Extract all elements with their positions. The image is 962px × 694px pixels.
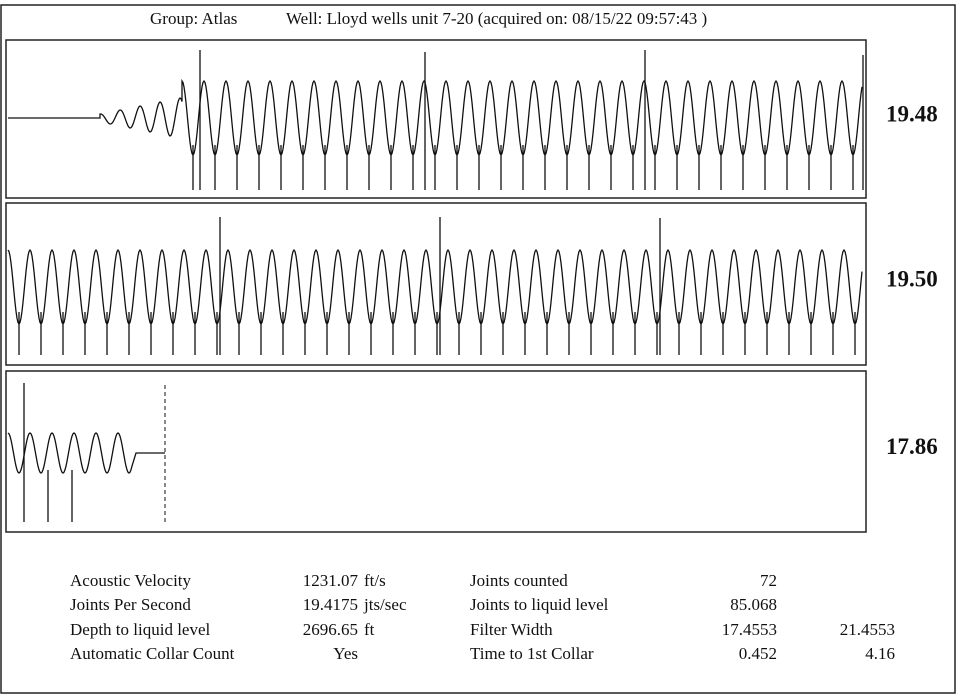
waveform	[8, 78, 863, 157]
row-value-2: 4.16	[865, 644, 895, 663]
row-value-2: 21.4553	[840, 620, 895, 639]
row-label: Joints to liquid level	[470, 595, 609, 614]
row-value: 85.068	[730, 595, 777, 614]
panel-value: 17.86	[886, 434, 938, 459]
row-label: Time to 1st Collar	[470, 644, 594, 663]
row-value: 17.4553	[722, 620, 777, 639]
waveform	[7, 248, 863, 326]
row-value: 72	[760, 571, 777, 590]
well: Well: Lloyd wells unit 7-20 (acquired on…	[286, 9, 707, 28]
group: Group: Atlas	[150, 9, 237, 28]
collar-lines	[192, 50, 864, 190]
row-value: 19.4175	[303, 595, 358, 614]
panel-value: 19.50	[886, 266, 938, 291]
panel-frame	[5, 39, 867, 199]
row-label: Acoustic Velocity	[70, 571, 192, 590]
row-unit: ft	[364, 620, 375, 639]
waveform	[7, 432, 165, 474]
collar-lines	[23, 383, 73, 522]
row-label: Joints Per Second	[70, 595, 191, 614]
row-value: 1231.07	[303, 571, 359, 590]
row-label: Filter Width	[470, 620, 553, 639]
row-value: Yes	[333, 644, 358, 663]
row-value: 0.452	[739, 644, 777, 663]
row-label: Automatic Collar Count	[70, 644, 235, 663]
panel-frame	[5, 202, 867, 366]
row-value: 2696.65	[303, 620, 358, 639]
panel-value: 19.48	[886, 101, 938, 126]
row-unit: jts/sec	[363, 595, 407, 614]
panel-frame	[5, 370, 867, 533]
row-label: Depth to liquid level	[70, 620, 211, 639]
collar-lines	[18, 217, 856, 355]
row-label: Joints counted	[470, 571, 568, 590]
page-border	[0, 4, 956, 694]
row-unit: ft/s	[364, 571, 386, 590]
